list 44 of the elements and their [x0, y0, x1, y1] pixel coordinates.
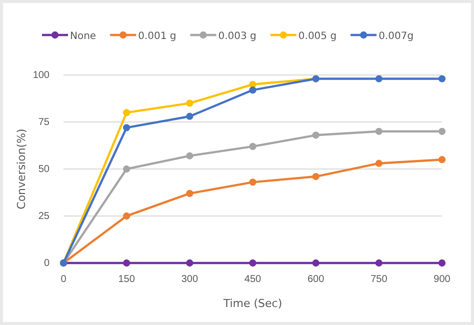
- point: [249, 259, 256, 267]
- x-tick-label: 900: [434, 274, 451, 286]
- point: [186, 259, 194, 267]
- legend-label: None: [70, 31, 96, 42]
- point: [375, 160, 382, 167]
- point: [123, 212, 130, 220]
- y-tick-label: 25: [38, 211, 50, 222]
- point: [123, 109, 130, 116]
- point: [186, 152, 194, 160]
- y-tick-label: 100: [32, 70, 50, 82]
- point: [249, 142, 256, 150]
- x-tick-label: 600: [307, 274, 325, 286]
- point: [123, 165, 130, 173]
- x-tick-label: 300: [181, 274, 198, 286]
- point: [123, 124, 130, 132]
- point: [438, 128, 446, 135]
- point: [186, 112, 194, 120]
- point: [438, 156, 446, 164]
- point: [438, 75, 446, 82]
- x-tick-label: 450: [244, 274, 262, 286]
- point: [438, 259, 446, 267]
- point: [375, 128, 382, 135]
- point: [375, 259, 382, 267]
- y-axis-title: Conversion(%): [15, 128, 28, 210]
- point: [375, 75, 382, 82]
- point: [312, 172, 320, 180]
- y-tick-label: 75: [38, 117, 50, 128]
- point: [249, 178, 256, 186]
- x-axis-title: Time (Sec): [222, 297, 282, 310]
- x-tick-label: 750: [370, 274, 388, 286]
- legend-label: 0.003 g: [218, 31, 256, 42]
- legend-label: 0.005 g: [298, 31, 337, 42]
- x-tick-label: 0: [60, 274, 67, 286]
- point: [186, 190, 194, 197]
- x-tick-label: 150: [118, 274, 136, 286]
- y-tick-label: 50: [38, 164, 50, 176]
- point: [312, 259, 320, 267]
- point: [186, 100, 194, 107]
- y-tick-label: 0: [44, 258, 50, 270]
- point: [312, 132, 320, 139]
- legend-label: 0.007g: [378, 31, 414, 42]
- point: [249, 86, 256, 94]
- legend-label: 0.001 g: [138, 31, 176, 42]
- point: [123, 259, 130, 267]
